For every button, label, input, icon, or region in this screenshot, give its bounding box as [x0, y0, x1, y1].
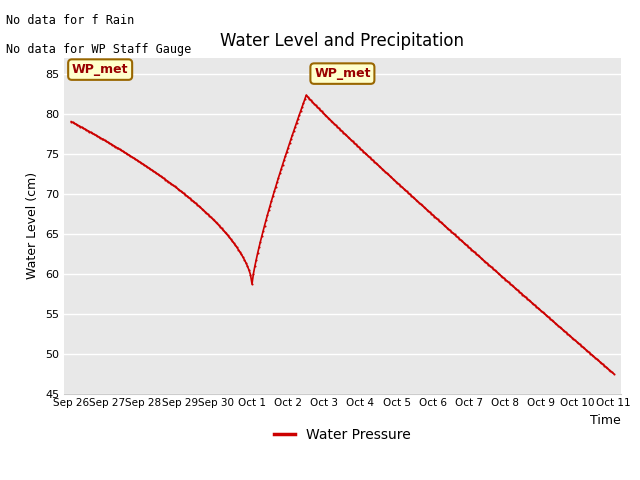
Y-axis label: Water Level (cm): Water Level (cm)	[26, 172, 40, 279]
Text: WP_met: WP_met	[314, 67, 371, 80]
X-axis label: Time: Time	[590, 414, 621, 427]
Legend: Water Pressure: Water Pressure	[269, 422, 416, 447]
Text: No data for f Rain: No data for f Rain	[6, 14, 134, 27]
Text: WP_met: WP_met	[72, 63, 129, 76]
Title: Water Level and Precipitation: Water Level and Precipitation	[220, 33, 465, 50]
Text: No data for WP Staff Gauge: No data for WP Staff Gauge	[6, 43, 191, 56]
